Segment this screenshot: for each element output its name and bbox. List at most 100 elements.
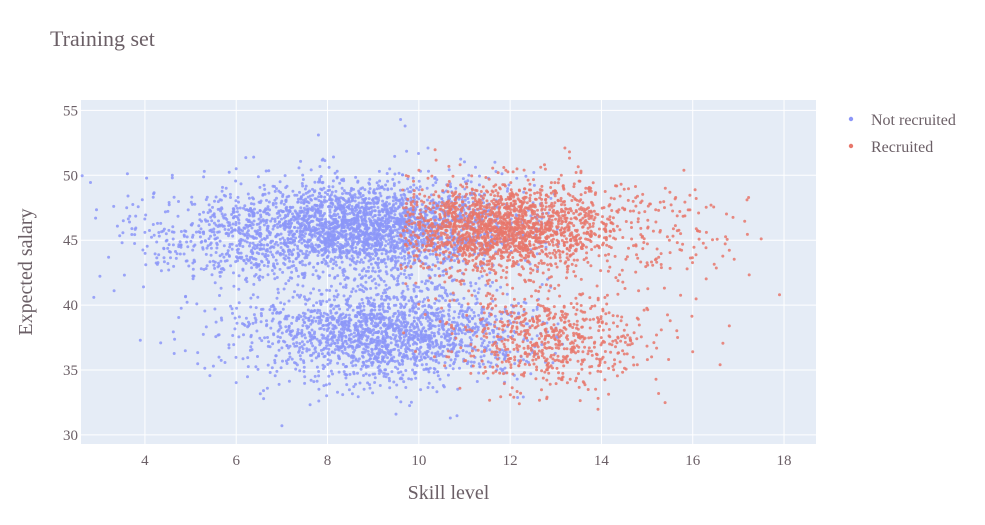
data-point [277,311,281,315]
data-point [357,232,360,236]
data-point [272,333,276,337]
data-point [372,231,376,235]
data-point [384,244,387,248]
data-point [535,305,539,309]
data-point [367,299,371,303]
data-point [266,363,270,367]
data-point [436,260,440,264]
data-point [361,354,364,358]
data-point [440,197,444,201]
data-point [286,358,290,361]
data-point [225,231,229,235]
data-point [391,199,395,203]
data-point [459,309,463,313]
data-point [432,313,436,317]
data-point [294,217,298,221]
data-point [302,206,306,210]
data-point [258,185,262,189]
data-point [341,192,344,196]
data-point [358,288,362,292]
data-point [396,222,400,226]
data-point [430,268,434,272]
data-point [382,237,386,241]
data-point [441,273,445,277]
data-point [363,313,367,317]
data-point [205,264,209,268]
data-point [313,207,316,211]
data-point [241,322,244,326]
data-point [495,288,499,292]
data-point [276,291,280,295]
data-point [388,297,392,301]
data-point [318,299,322,303]
data-point [335,230,338,234]
data-point [317,339,321,343]
data-point [387,321,391,325]
data-point [359,367,363,371]
data-point [416,240,420,244]
data-point [372,205,376,209]
data-point [305,347,309,351]
data-point [426,311,430,315]
data-point [402,380,406,384]
data-point [276,335,280,339]
data-point [247,224,251,228]
data-point [409,207,412,211]
data-point [377,274,381,278]
data-point [257,222,261,226]
data-point [252,211,256,215]
data-point [341,244,345,248]
data-point [472,289,476,293]
data-point [487,321,490,325]
data-point [441,349,445,353]
data-point [226,249,230,253]
data-point [387,360,391,364]
data-point [311,193,315,197]
data-point [298,222,302,226]
data-point [229,230,233,234]
data-point [314,356,318,360]
data-point [350,226,354,229]
data-point [162,256,166,260]
data-point [418,185,422,189]
data-point [201,332,205,336]
data-point [244,316,248,320]
data-point [433,287,437,291]
data-point [318,316,322,320]
data-point [163,210,167,214]
data-point [457,315,461,319]
data-point [437,267,441,270]
data-point [331,226,335,230]
data-point [331,248,335,251]
data-point [332,262,336,266]
data-point [262,219,266,223]
data-point [370,347,374,351]
data-point [379,369,383,373]
data-point [438,346,442,350]
data-point [224,194,227,198]
data-point [362,245,366,248]
data-point [305,324,309,328]
data-point [371,257,375,261]
data-point [279,232,283,236]
data-point [143,217,147,221]
data-point [311,320,314,324]
data-point [248,208,252,212]
data-point [198,212,202,216]
data-point [294,367,298,371]
data-point [364,202,368,206]
data-point [375,197,379,201]
data-point [363,234,367,238]
data-point [358,247,362,251]
data-point [333,325,337,329]
data-point [436,314,440,318]
data-point [402,217,406,221]
data-point [514,213,518,217]
data-point [197,224,201,228]
data-point [354,262,358,266]
data-point [394,201,398,205]
data-point [374,251,378,255]
data-point [389,215,393,219]
data-point [379,221,383,225]
